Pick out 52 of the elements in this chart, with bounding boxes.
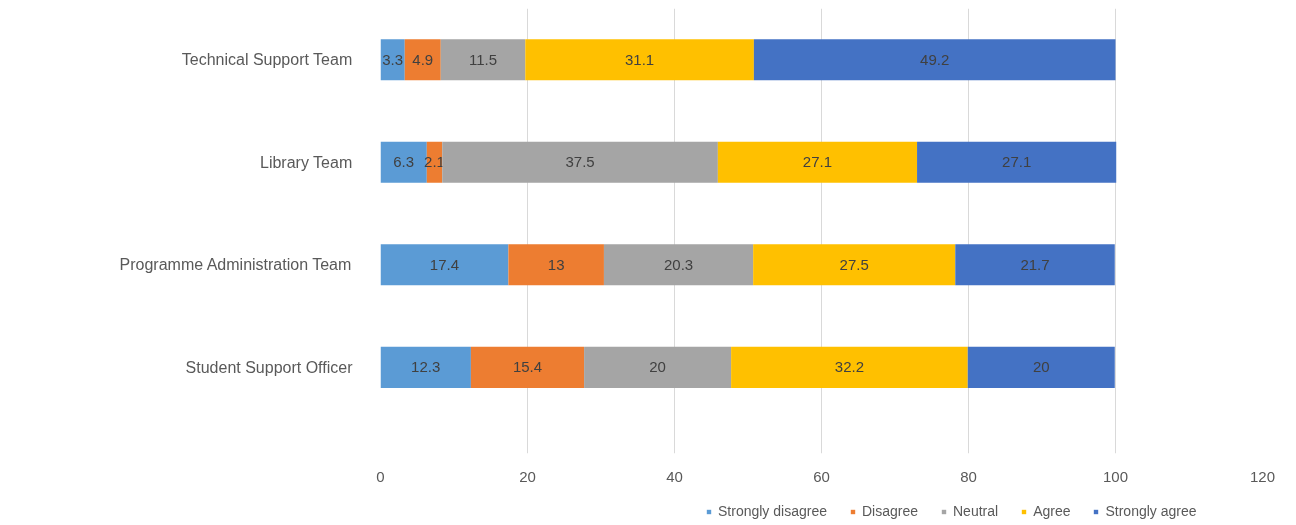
data-label: 20	[649, 358, 666, 376]
data-label: 27.1	[1002, 153, 1032, 171]
data-label: 37.5	[565, 153, 595, 171]
data-label: 27.5	[839, 255, 869, 273]
x-tick-label: 40	[666, 467, 683, 485]
bar	[584, 346, 732, 388]
x-tick-label: 100	[1102, 467, 1129, 485]
data-label: 4.9	[412, 50, 434, 68]
data-label: 15.4	[512, 358, 543, 376]
bar	[753, 39, 1116, 81]
bar	[717, 141, 918, 183]
legend-label: Agree	[1033, 503, 1071, 519]
bar	[440, 39, 526, 81]
legend-label: Neutral	[952, 503, 999, 519]
data-label: 3.3	[382, 50, 404, 68]
data-label: 49.2	[920, 50, 950, 68]
legend-label: Strongly disagree	[718, 503, 827, 519]
bar	[508, 244, 604, 286]
x-tick-label: 80	[960, 467, 977, 485]
y-tick-label: Student Support Officer	[185, 358, 354, 376]
bar	[603, 244, 754, 286]
bar	[731, 346, 968, 388]
bar	[442, 141, 718, 183]
y-tick-label: Programme Administration Team	[119, 256, 352, 274]
data-label: 17.4	[429, 255, 460, 273]
legend-label: Disagree	[861, 503, 918, 519]
data-label: 32.2	[834, 358, 865, 376]
bar	[955, 244, 1115, 286]
x-tick-label: 120	[1249, 467, 1276, 485]
data-label: 6.3	[393, 153, 415, 171]
data-label: 20.3	[663, 255, 694, 273]
x-tick-label: 20	[519, 467, 536, 485]
data-label: 27.1	[802, 153, 833, 171]
bar	[525, 39, 754, 81]
legend-label: Strongly agree	[1105, 503, 1197, 519]
data-label: 12.3	[411, 358, 441, 376]
data-label: 11.5	[468, 50, 498, 68]
y-tick-label: Library Team	[260, 153, 353, 171]
bar	[470, 346, 585, 388]
data-label: 13	[547, 255, 565, 273]
x-tick-label: 0	[376, 467, 385, 485]
bar	[753, 244, 956, 286]
bar	[380, 346, 471, 388]
x-tick-label: 60	[813, 467, 830, 485]
y-tick-label: Technical Support Team	[181, 51, 353, 69]
bar	[967, 346, 1115, 388]
bar	[380, 244, 509, 286]
data-label: 31.1	[624, 50, 655, 68]
bar	[917, 141, 1117, 183]
data-label: 20	[1032, 358, 1050, 376]
data-label: 21.7	[1020, 255, 1050, 273]
bar	[404, 39, 441, 81]
